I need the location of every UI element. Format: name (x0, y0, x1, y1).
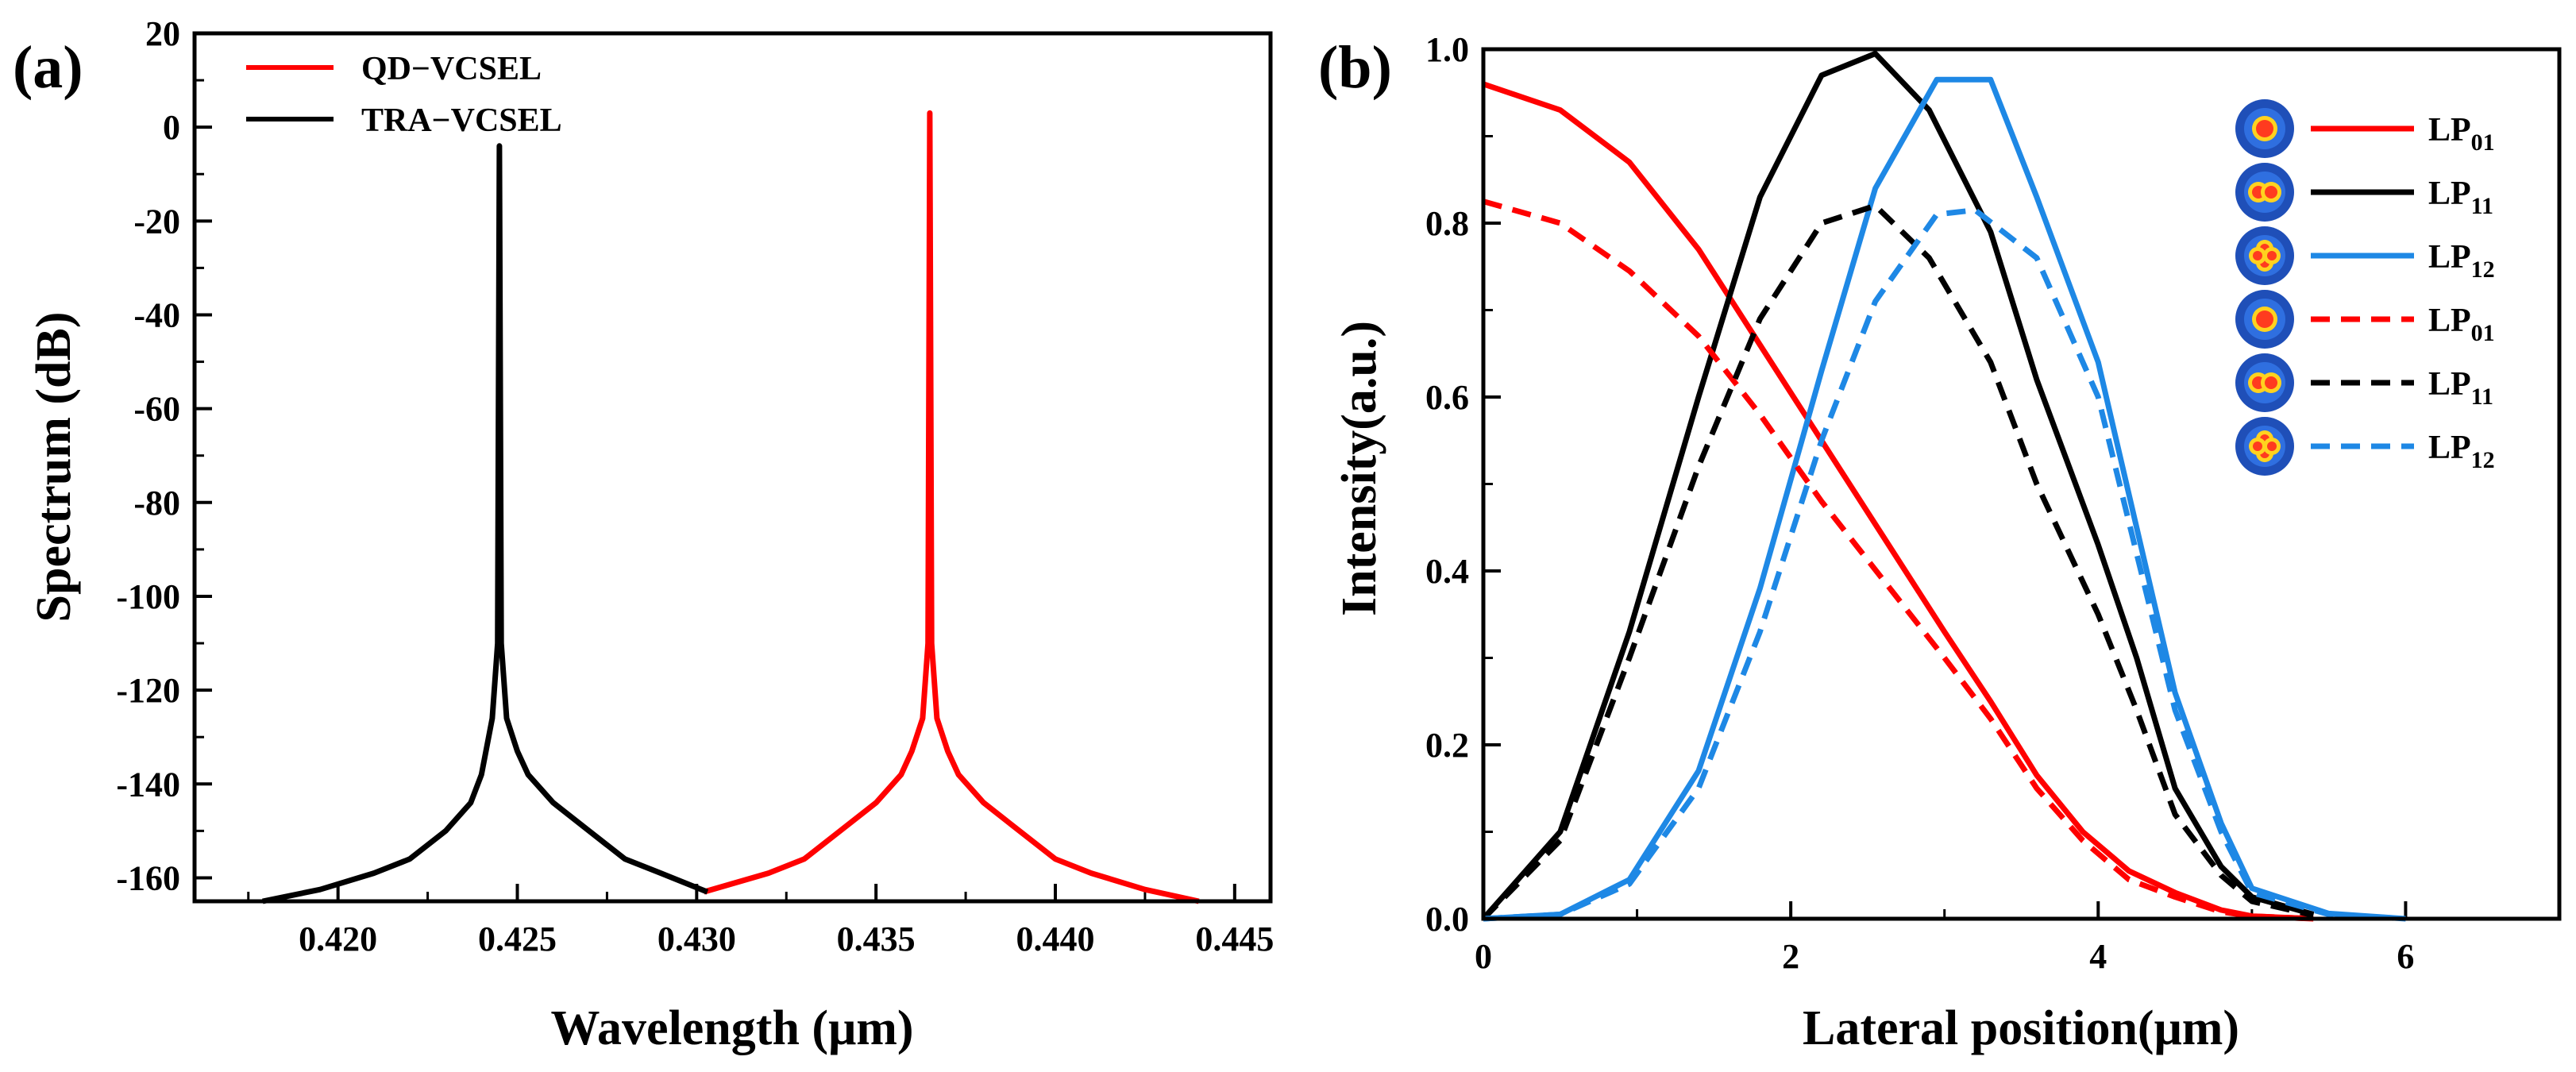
legend-label-main: LP (2428, 175, 2471, 212)
series-line-tra-vcsel (262, 143, 709, 904)
panel-a-label: (a) (13, 34, 83, 101)
series-line-lp-11 (1481, 51, 2315, 921)
panel-a-x-axis-title: Wavelength (μm) (550, 1001, 913, 1055)
two-lobe-icon (2235, 163, 2294, 222)
panel-b-y-axis-title: Intensity(a.u.) (1332, 321, 1386, 616)
x-tick-label: 6 (2397, 937, 2414, 976)
legend-label: LP12 (2428, 239, 2495, 283)
legend-label-main: LP (2428, 239, 2471, 276)
x-tick-label: 0.420 (299, 920, 377, 958)
y-tick-label: 1.0 (1425, 30, 1469, 69)
x-tick-label: 0.435 (837, 920, 916, 958)
y-tick-label: -40 (133, 295, 180, 334)
panel-a: (a) 0.420 0.425 0.430 0.435 0.440 0.445 20 0 -20… (13, 14, 1274, 1055)
legend-label-qd-vcsel: QD−VCSEL (361, 51, 542, 87)
x-tick-label: 2 (1782, 937, 1799, 976)
two-lobe-icon (2235, 353, 2294, 412)
legend-label: LP01 (2428, 112, 2495, 156)
legend-label-subscript: 12 (2471, 256, 2495, 283)
y-tick-label: -160 (116, 858, 180, 897)
x-tick-label: 0 (1475, 937, 1492, 976)
y-tick-label: -140 (116, 765, 180, 804)
panel-b-frame (1481, 47, 2562, 921)
series-line-lp-01-dashed (1483, 199, 2314, 922)
y-tick-label: 0.2 (1425, 726, 1469, 765)
panel-b: (b) 0 2 4 60.00.20.40.60.81.0 LP01LP11LP12L… (1318, 30, 2562, 1055)
four-lobe-icon (2235, 417, 2294, 476)
legend-label-subscript: 01 (2471, 320, 2495, 346)
y-tick-label: 20 (145, 14, 180, 53)
series-line-qd-vcsel (703, 110, 1200, 904)
center-spot-icon (2235, 290, 2294, 349)
y-tick-label: 0 (163, 108, 180, 147)
panel-b-label: (b) (1318, 34, 1392, 101)
legend-label: LP11 (2428, 175, 2493, 219)
legend-label: LP11 (2428, 366, 2493, 410)
legend-label: LP01 (2428, 303, 2495, 346)
y-tick-label: -20 (133, 202, 180, 241)
legend-label-main: LP (2428, 112, 2471, 148)
x-tick-label: 0.425 (478, 920, 557, 958)
legend-label-subscript: 12 (2471, 447, 2495, 473)
legend-label-main: LP (2428, 430, 2471, 466)
y-tick-label: -60 (133, 390, 180, 429)
series-line-lp-12-dashed (1483, 207, 2406, 922)
y-tick-label: 0.6 (1425, 378, 1469, 417)
panel-b-plot: 0 2 4 6 0.0 0.2 0.4 0.6 0.8 1.0 (1425, 30, 2561, 976)
y-tick-label: 0.0 (1425, 900, 1469, 939)
legend-label-main: LP (2428, 303, 2471, 339)
panel-a-frame (192, 31, 1273, 904)
x-tick-label: 4 (2089, 937, 2107, 976)
legend-label-subscript: 01 (2471, 129, 2495, 156)
four-lobe-icon (2235, 226, 2294, 285)
legend-label-tra-vcsel: TRA−VCSEL (361, 102, 562, 139)
legend-label-subscript: 11 (2471, 193, 2493, 219)
y-tick-label: -100 (116, 577, 180, 616)
series-line-lp-01 (1482, 81, 2314, 922)
panel-b-x-axis-title: Lateral position(μm) (1803, 1001, 2239, 1055)
panel-a-y-axis-title: Spectrum (dB) (27, 312, 81, 623)
y-tick-label: 0.8 (1425, 204, 1469, 243)
series-line-lp-11-dashed (1481, 202, 2315, 921)
x-tick-label: 0.440 (1016, 920, 1095, 958)
panel-a-plot: 0.420 0.425 0.430 0.435 0.440 0.445 20 0 -20 -40 -… (116, 14, 1274, 958)
y-tick-label: -80 (133, 484, 180, 523)
series-line-lp-12 (1483, 76, 2406, 922)
y-tick-label: 0.4 (1425, 552, 1469, 591)
legend-label-subscript: 11 (2471, 384, 2493, 410)
legend-label: LP12 (2428, 430, 2495, 473)
legend-label-main: LP (2428, 366, 2471, 403)
x-tick-label: 0.430 (657, 920, 736, 958)
y-tick-label: -120 (116, 671, 180, 710)
center-spot-icon (2235, 99, 2294, 158)
x-tick-label: 0.445 (1195, 920, 1274, 958)
panel-a-legend: QD−VCSEL TRA−VCSEL (246, 51, 562, 139)
